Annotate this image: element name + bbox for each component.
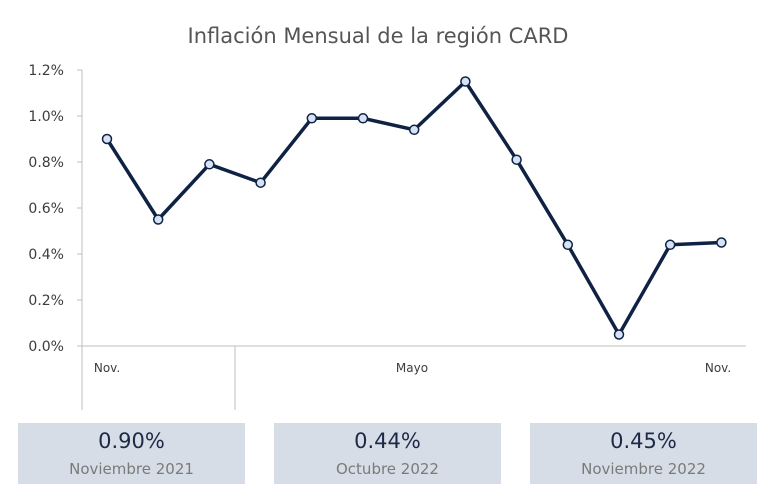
y-tick-label: 0.8% bbox=[28, 155, 64, 171]
data-point bbox=[152, 214, 164, 225]
kpi-label: Octubre 2022 bbox=[336, 460, 439, 478]
x-category-label: Nov. bbox=[94, 361, 120, 375]
chart-title: Inflación Mensual de la región CARD bbox=[188, 24, 569, 48]
x-category-label: Nov. bbox=[705, 361, 731, 375]
y-axis-tick-labels: 0.0% 0.2% 0.4% 0.6% 0.8% 1.0% 1.2% bbox=[28, 63, 64, 355]
kpi-value: 0.45% bbox=[610, 429, 677, 453]
data-point bbox=[408, 124, 420, 136]
kpi-label: Noviembre 2021 bbox=[69, 460, 194, 478]
series-line bbox=[105, 79, 724, 337]
kpi-card-nov-2021: 0.90% Noviembre 2021 bbox=[18, 423, 245, 484]
data-point bbox=[255, 177, 266, 188]
inflation-line-chart: Inflación Mensual de la región CARD 0.0%… bbox=[28, 24, 746, 410]
data-point bbox=[306, 113, 318, 124]
data-point bbox=[204, 159, 215, 170]
chart-axes bbox=[77, 69, 746, 410]
kpi-value: 0.44% bbox=[354, 429, 421, 453]
kpi-value: 0.90% bbox=[98, 429, 165, 453]
data-point bbox=[357, 113, 369, 124]
y-tick-label: 1.2% bbox=[28, 63, 64, 79]
data-point bbox=[716, 237, 727, 248]
y-tick-label: 0.2% bbox=[28, 293, 64, 309]
y-tick-label: 0.0% bbox=[28, 339, 64, 355]
kpi-card-oct-2022: 0.44% Octubre 2022 bbox=[274, 423, 501, 484]
kpi-card-nov-2022: 0.45% Noviembre 2022 bbox=[530, 423, 757, 484]
data-point bbox=[562, 239, 574, 251]
y-tick-label: 1.0% bbox=[28, 109, 64, 125]
series-layer bbox=[101, 76, 727, 340]
data-point bbox=[511, 154, 522, 165]
x-axis-category-labels: Nov. Mayo Nov. bbox=[94, 361, 731, 375]
data-point bbox=[460, 76, 471, 87]
y-tick-label: 0.4% bbox=[28, 247, 64, 263]
kpi-label: Noviembre 2022 bbox=[581, 460, 706, 478]
data-point bbox=[664, 239, 676, 251]
x-category-label: Mayo bbox=[396, 361, 428, 375]
y-tick-label: 0.6% bbox=[28, 201, 64, 217]
data-point bbox=[613, 329, 625, 340]
data-point bbox=[101, 133, 113, 145]
